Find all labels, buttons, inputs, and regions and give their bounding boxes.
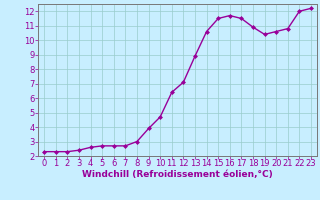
- X-axis label: Windchill (Refroidissement éolien,°C): Windchill (Refroidissement éolien,°C): [82, 170, 273, 179]
